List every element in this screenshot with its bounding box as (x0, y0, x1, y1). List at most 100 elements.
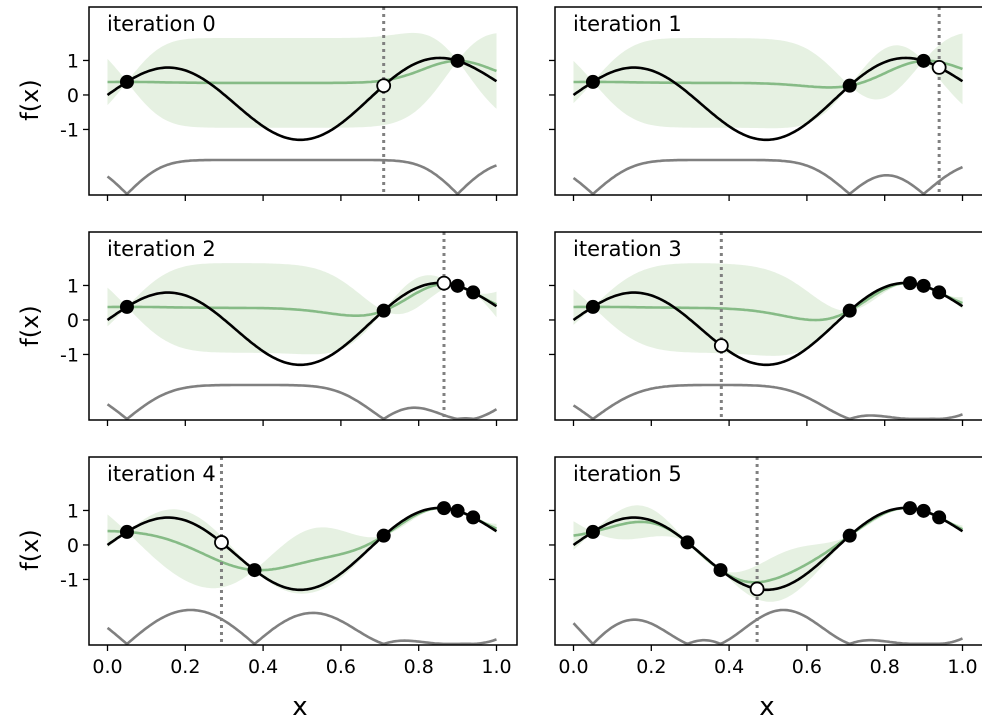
acquisition-line (106, 383, 498, 420)
observed-point (916, 53, 931, 68)
next-query-point (713, 338, 729, 354)
plot-area (106, 457, 498, 645)
true-function-line (572, 56, 964, 142)
confidence-band (107, 507, 497, 594)
observed-point (247, 563, 262, 578)
posterior-mean-line (573, 59, 963, 89)
y-tick-label: 0 (67, 85, 79, 107)
y-axis-label-row1: f(x) (16, 79, 44, 120)
acquisition-line (572, 383, 963, 420)
observed-point (119, 299, 134, 314)
observed-point (842, 78, 857, 93)
plot-area (572, 457, 964, 645)
observed-point (713, 563, 728, 578)
next-query-point (749, 581, 765, 597)
panel-title: iteration 1 (573, 12, 682, 36)
panel-title: iteration 2 (107, 237, 216, 261)
panel-title: iteration 0 (107, 12, 216, 36)
panel-5: 0.0 0.2 0.4 0.6 0.8 1.0 iteration 5 (549, 456, 982, 678)
confidence-band (573, 33, 963, 129)
y-tick-label: 1 (67, 50, 79, 72)
true-function-line (106, 281, 498, 367)
observed-point (466, 510, 481, 525)
x-tick-label: 1.0 (947, 656, 977, 678)
true-function-line (106, 506, 498, 592)
y-tick-label: -1 (60, 119, 79, 141)
confidence-band (107, 32, 497, 128)
y-tick-label: -1 (60, 569, 79, 591)
confidence-band (573, 263, 963, 356)
acquisition-line (106, 158, 497, 195)
observed-point (680, 535, 695, 550)
x-tick-label: 0.2 (636, 656, 666, 678)
panel-title: iteration 3 (573, 237, 682, 261)
axes-frame (88, 6, 518, 196)
x-tick-label: 0.0 (558, 656, 588, 678)
observed-point (842, 528, 857, 543)
x-tick-label: 0.8 (404, 656, 434, 678)
next-query-point (376, 78, 392, 94)
axes-frame (554, 456, 982, 646)
observed-point (932, 285, 947, 300)
panel-0: 1 0 -1 iteration 0 (60, 6, 518, 201)
y-axis-label-row2: f(x) (16, 305, 44, 346)
posterior-mean-line (107, 282, 498, 317)
next-query-point (436, 275, 452, 291)
observed-point (376, 303, 391, 318)
plot-area (572, 232, 964, 420)
y-tick-label: 0 (67, 310, 79, 332)
observed-point (585, 299, 600, 314)
true-function-line (572, 281, 964, 367)
axes-frame (554, 231, 982, 421)
observed-point (450, 53, 465, 68)
y-tick-label: 1 (67, 275, 79, 297)
observed-point (119, 524, 134, 539)
observed-point (932, 510, 947, 525)
observed-point (916, 503, 931, 518)
true-function-line (572, 506, 964, 592)
y-tick-label: 0 (67, 535, 79, 557)
x-tick-label: 0.4 (714, 656, 744, 678)
true-function-line (106, 56, 498, 142)
x-axis-label-left: x (292, 692, 307, 722)
plot-area (572, 7, 964, 195)
acquisition-line (572, 158, 964, 195)
observed-point (916, 278, 931, 293)
observed-point (842, 303, 857, 318)
plot-area (106, 232, 498, 420)
x-tick-label: 0.2 (170, 656, 200, 678)
y-tick-label: -1 (60, 344, 79, 366)
x-tick-label: 0.8 (870, 656, 900, 678)
x-tick-label: 0.6 (326, 656, 356, 678)
plot-area (106, 7, 498, 195)
x-tick-label: 1.0 (481, 656, 511, 678)
panel-4: 1 0 -1 0.0 0.2 0.4 0.6 0.8 1.0 iteration 4 (60, 456, 518, 678)
axes-frame (88, 231, 518, 421)
panel-3: iteration 3 (549, 231, 982, 426)
observed-point (585, 524, 600, 539)
observed-point (902, 501, 917, 516)
confidence-band (573, 505, 963, 602)
observed-point (450, 503, 465, 518)
panel-title: iteration 5 (573, 462, 682, 486)
observed-point (376, 528, 391, 543)
panel-1: iteration 1 (549, 6, 982, 201)
x-axis-label-right: x (759, 692, 774, 722)
observed-point (466, 285, 481, 300)
x-tick-label: 0.4 (248, 656, 278, 678)
panel-2: 1 0 -1 iteration 2 (60, 231, 518, 426)
acquisition-line (106, 608, 497, 645)
observed-point (436, 501, 451, 516)
observed-point (450, 278, 465, 293)
axes-frame (88, 456, 518, 646)
axes-frame (554, 6, 982, 196)
x-tick-label: 0.0 (92, 656, 122, 678)
x-tick-label: 0.6 (792, 656, 822, 678)
observed-point (119, 74, 134, 89)
panel-title: iteration 4 (107, 462, 216, 486)
acquisition-line (572, 608, 964, 645)
observed-point (585, 74, 600, 89)
next-query-point (214, 535, 229, 550)
observed-point (902, 276, 917, 291)
